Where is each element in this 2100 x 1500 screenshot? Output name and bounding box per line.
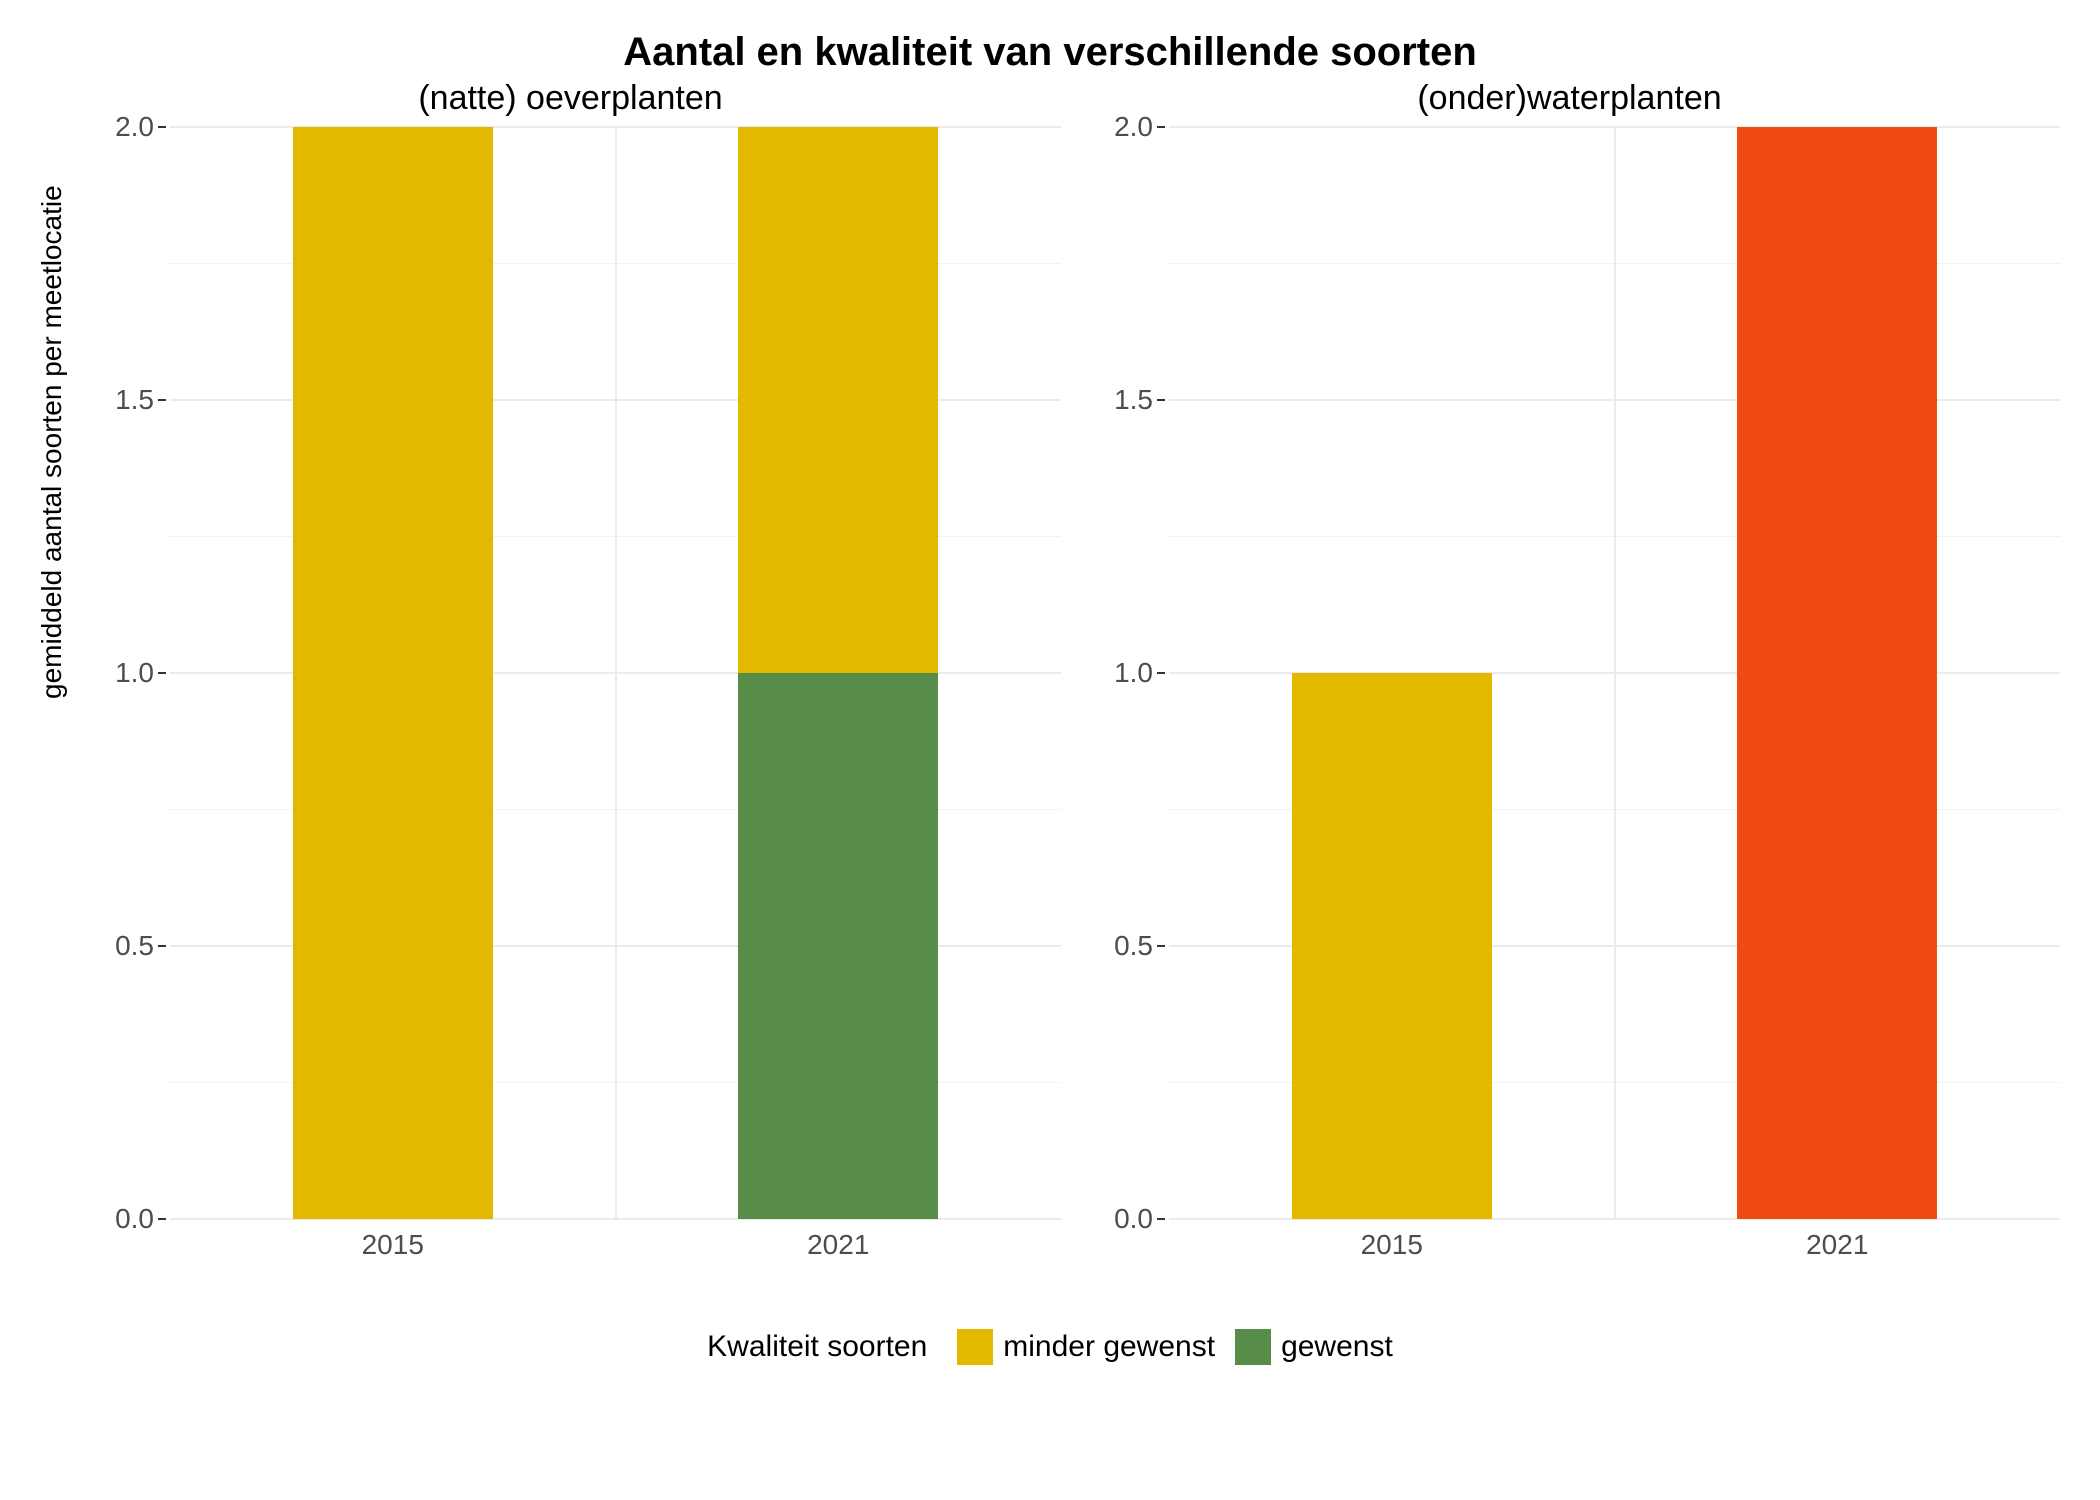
y-tick-label: 1.5 [115, 384, 154, 416]
legend-label: gewenst [1281, 1330, 1393, 1364]
y-tick-mark [1157, 399, 1165, 401]
legend-item: minder gewenst [957, 1329, 1215, 1365]
bar [738, 127, 938, 1219]
y-tick-mark [1157, 672, 1165, 674]
y-tick-label: 2.0 [115, 111, 154, 143]
x-tick-label: 2015 [1361, 1229, 1423, 1261]
bar [1737, 127, 1937, 1219]
bar [1292, 127, 1492, 1219]
y-tick-mark [158, 945, 166, 947]
y-tick-mark [1157, 945, 1165, 947]
x-axis: 2015 2021 [170, 1219, 1061, 1289]
x-tick-label: 2021 [1806, 1229, 1868, 1261]
y-tick-label: 1.5 [1114, 384, 1153, 416]
chart-title: Aantal en kwaliteit van verschillende so… [40, 30, 2060, 75]
facet-panel-title: (onder)waterplanten [1079, 79, 2060, 123]
y-tick-label: 2.0 [1114, 111, 1153, 143]
y-tick-mark [158, 126, 166, 128]
y-axis: 0.00.51.01.52.0 [80, 127, 170, 1219]
bar-segment [738, 127, 938, 673]
gridline-vertical [615, 127, 617, 1219]
plot-area [1169, 127, 2060, 1219]
plot-area [170, 127, 1061, 1219]
bar-segment [1737, 127, 1937, 1219]
y-tick-mark [1157, 1218, 1165, 1220]
bar-segment [293, 127, 493, 1219]
y-tick-label: 0.0 [115, 1203, 154, 1235]
facet-panel-title: (natte) oeverplanten [80, 79, 1061, 123]
bar-segment [738, 673, 938, 1219]
legend-swatch [1235, 1329, 1271, 1365]
y-tick-mark [158, 399, 166, 401]
x-axis: 2015 2021 [1169, 1219, 2060, 1289]
legend-label: minder gewenst [1003, 1330, 1215, 1364]
bar [293, 127, 493, 1219]
y-tick-label: 0.5 [115, 930, 154, 962]
y-tick-mark [158, 672, 166, 674]
y-tick-label: 0.5 [1114, 930, 1153, 962]
y-tick-label: 1.0 [115, 657, 154, 689]
x-tick-label: 2015 [362, 1229, 424, 1261]
legend-swatch [957, 1329, 993, 1365]
legend: Kwaliteit soorten minder gewenst gewenst [40, 1329, 2060, 1365]
x-tick-label: 2021 [807, 1229, 869, 1261]
y-tick-label: 1.0 [1114, 657, 1153, 689]
legend-item: gewenst [1235, 1329, 1393, 1365]
facet-panels-row: (natte) oeverplanten0.00.51.01.52.020152… [80, 79, 2060, 1289]
facet-panel: (onder)waterplanten0.00.51.01.52.0201520… [1079, 79, 2060, 1289]
legend-title: Kwaliteit soorten [707, 1330, 927, 1364]
plot-outer: 0.00.51.01.52.0 [1079, 127, 2060, 1219]
y-tick-label: 0.0 [1114, 1203, 1153, 1235]
y-axis-label: gemiddeld aantal soorten per meetlocatie [36, 185, 68, 699]
chart-container: Aantal en kwaliteit van verschillende so… [0, 0, 2100, 1500]
bar-segment [1292, 673, 1492, 1219]
plot-outer: 0.00.51.01.52.0 [80, 127, 1061, 1219]
facet-panel: (natte) oeverplanten0.00.51.01.52.020152… [80, 79, 1061, 1289]
y-tick-mark [158, 1218, 166, 1220]
y-axis: 0.00.51.01.52.0 [1079, 127, 1169, 1219]
gridline-vertical [1614, 127, 1616, 1219]
y-tick-mark [1157, 126, 1165, 128]
